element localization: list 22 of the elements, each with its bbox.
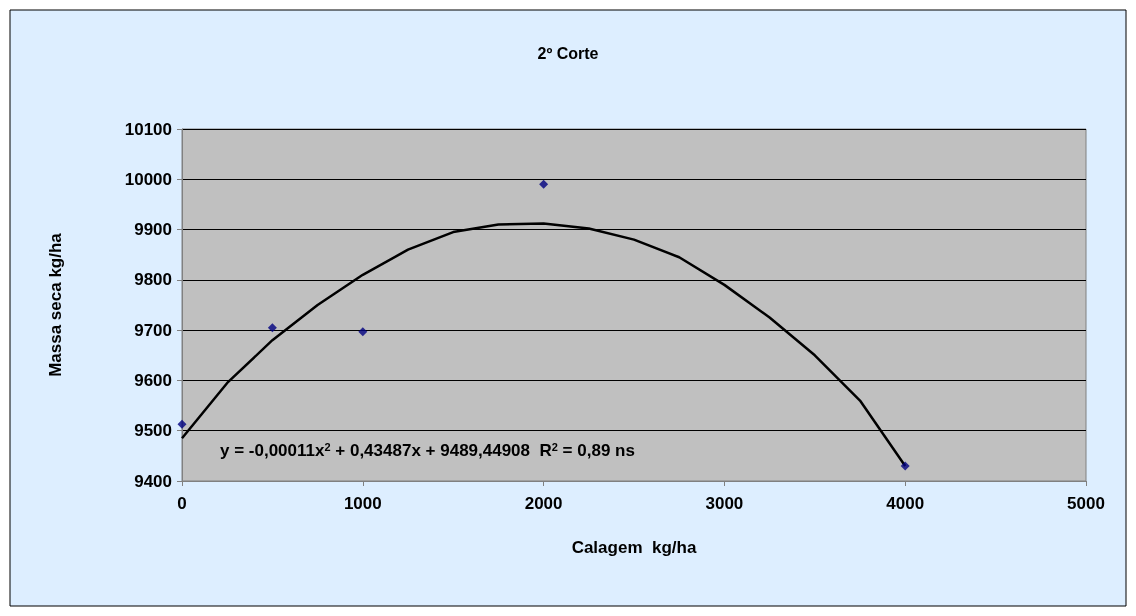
x-tick-label: 2000 [524, 494, 563, 513]
y-tick-label: 9900 [134, 220, 172, 240]
y-tick-label: 9700 [134, 320, 172, 340]
y-axis-title: Massa seca kg/ha [46, 232, 65, 377]
x-tick-label: 5000 [1067, 494, 1105, 513]
point [267, 323, 277, 333]
x-tick-label: 3000 [705, 494, 744, 513]
y-tick-label: 9600 [134, 370, 172, 390]
y-tick-label: 10000 [124, 169, 172, 189]
y-tick-label: 9500 [134, 421, 172, 441]
point [358, 327, 368, 337]
y-tick-label: 9800 [134, 270, 172, 290]
y-tick-label: 10100 [124, 119, 172, 139]
point [900, 461, 910, 471]
x-tick-label: 4000 [886, 494, 925, 513]
point [177, 419, 187, 429]
y-tick-label: 9400 [134, 471, 172, 491]
chart-title: 2º Corte [537, 44, 599, 62]
x-tick-label: 1000 [343, 494, 382, 513]
point [539, 179, 549, 189]
x-tick-label: 0 [177, 494, 187, 513]
x-axis-title: Calagem kg/ha [571, 538, 697, 557]
